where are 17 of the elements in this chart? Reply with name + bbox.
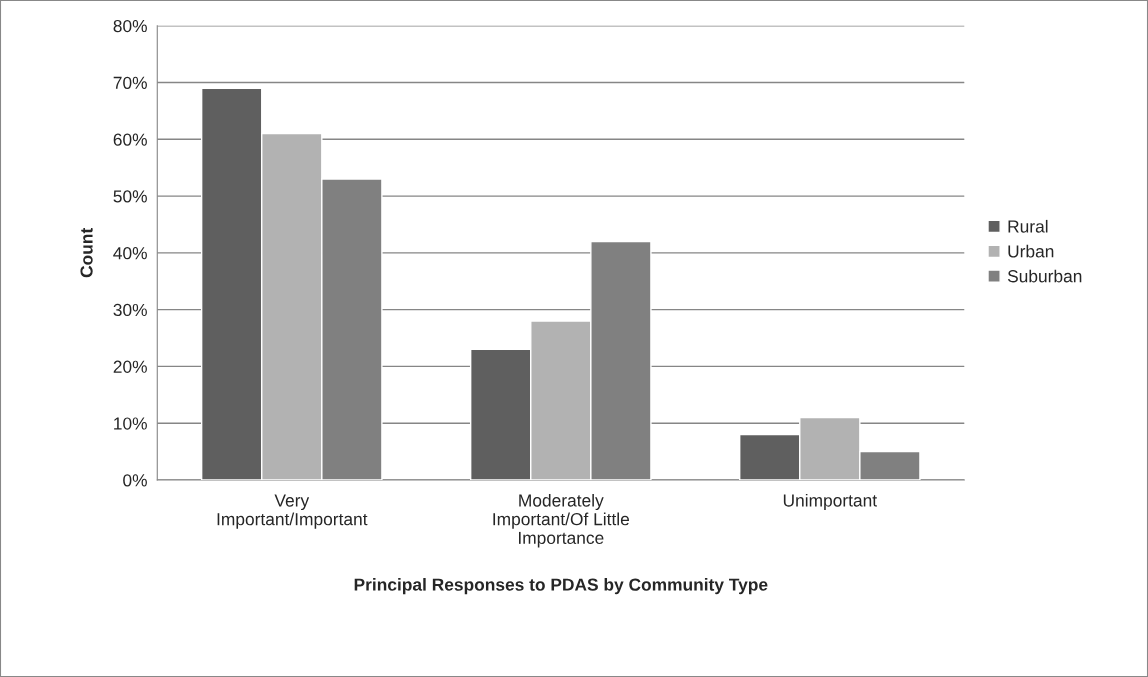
y-axis-title: Count — [80, 228, 93, 278]
y-tick-label: 20% — [113, 360, 147, 373]
x-tick-label: Unimportant — [783, 493, 877, 511]
y-tick-label: 70% — [113, 76, 147, 89]
x-axis-title: Principal Responses to PDAS by Community Type — [354, 578, 768, 595]
y-tick-label: 30% — [113, 303, 147, 317]
y-tick-label: 60% — [113, 133, 147, 146]
legend-label: Suburban — [1007, 269, 1082, 283]
x-tick-label: Very Important/Important — [217, 494, 368, 529]
y-tick-label: 50% — [113, 190, 147, 203]
y-tick-label: 0% — [123, 474, 147, 487]
legend-label: Rural — [1008, 219, 1048, 233]
legend-label: Urban — [1008, 244, 1054, 258]
y-tick-label: 40% — [113, 247, 147, 260]
y-tick-label: 80% — [113, 19, 147, 33]
y-tick-label: 10% — [114, 417, 147, 430]
x-tick-label: Moderately Important/Of Little Importance — [493, 493, 630, 548]
